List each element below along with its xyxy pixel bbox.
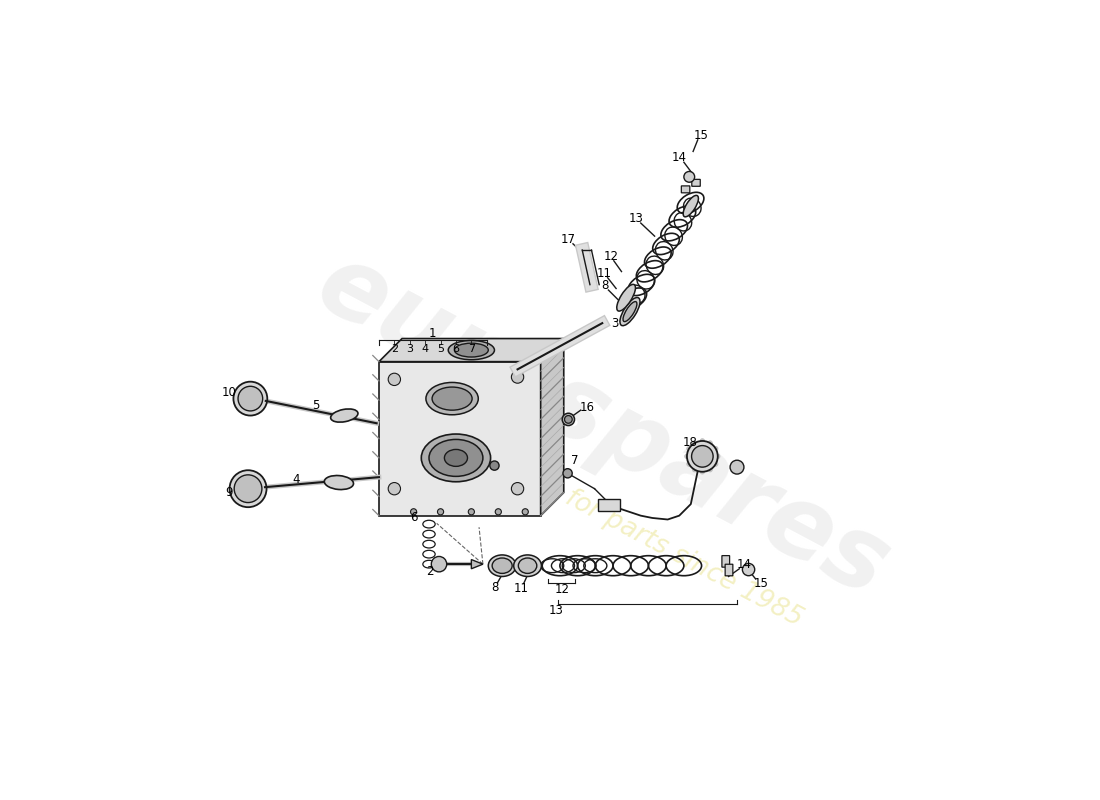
Polygon shape (378, 362, 541, 516)
Ellipse shape (426, 382, 478, 414)
Circle shape (730, 460, 744, 474)
Circle shape (469, 509, 474, 515)
Text: 4: 4 (421, 343, 429, 354)
Text: 1: 1 (429, 327, 437, 341)
Ellipse shape (449, 341, 495, 360)
Text: 13: 13 (549, 604, 563, 617)
Ellipse shape (518, 558, 537, 574)
Text: 14: 14 (672, 151, 686, 164)
Text: 7: 7 (571, 454, 579, 467)
Ellipse shape (492, 558, 513, 574)
Ellipse shape (432, 387, 472, 410)
Circle shape (512, 371, 524, 383)
Circle shape (715, 454, 720, 458)
Circle shape (700, 438, 705, 443)
FancyBboxPatch shape (722, 556, 729, 567)
Text: 6: 6 (410, 511, 417, 525)
Circle shape (522, 509, 528, 515)
Circle shape (707, 441, 713, 446)
Circle shape (692, 446, 713, 467)
Circle shape (684, 454, 690, 458)
Text: 3: 3 (610, 317, 618, 330)
Circle shape (684, 171, 695, 182)
Polygon shape (472, 559, 483, 569)
Text: 18: 18 (683, 436, 697, 449)
Circle shape (564, 415, 572, 423)
Circle shape (562, 414, 574, 426)
Text: 5: 5 (437, 343, 444, 354)
FancyBboxPatch shape (725, 564, 733, 576)
Circle shape (692, 441, 697, 446)
Circle shape (512, 482, 524, 495)
Polygon shape (541, 338, 563, 516)
Text: 17: 17 (561, 234, 576, 246)
Circle shape (742, 563, 755, 576)
FancyBboxPatch shape (598, 498, 620, 511)
Circle shape (438, 509, 443, 515)
Text: eurospares: eurospares (300, 236, 904, 618)
Ellipse shape (429, 439, 483, 476)
Circle shape (233, 382, 267, 415)
Circle shape (686, 441, 717, 472)
Circle shape (388, 373, 400, 386)
Text: 4: 4 (292, 473, 299, 486)
Circle shape (388, 482, 400, 495)
Text: 15: 15 (693, 129, 708, 142)
Text: 14: 14 (736, 558, 751, 571)
Text: 5: 5 (312, 399, 319, 412)
Circle shape (234, 475, 262, 502)
Text: 10: 10 (221, 386, 236, 399)
Circle shape (490, 461, 499, 470)
Text: 2: 2 (390, 343, 398, 354)
Text: 12: 12 (603, 250, 618, 262)
Text: 3: 3 (406, 343, 414, 354)
Ellipse shape (421, 434, 491, 482)
Circle shape (230, 470, 266, 507)
Text: 11: 11 (514, 582, 529, 594)
Text: 8: 8 (491, 581, 498, 594)
Text: 9: 9 (226, 486, 232, 499)
Ellipse shape (324, 475, 353, 490)
Text: 6: 6 (452, 343, 460, 354)
Ellipse shape (617, 284, 636, 311)
Text: 16: 16 (580, 401, 594, 414)
Ellipse shape (488, 555, 516, 577)
Circle shape (410, 509, 417, 515)
Ellipse shape (683, 195, 698, 217)
Polygon shape (378, 338, 563, 362)
Text: 2: 2 (426, 565, 433, 578)
Ellipse shape (444, 450, 468, 466)
Text: a passion for parts since 1985: a passion for parts since 1985 (443, 422, 807, 632)
Circle shape (714, 446, 718, 451)
Ellipse shape (454, 343, 488, 357)
FancyBboxPatch shape (681, 186, 690, 193)
Text: 13: 13 (629, 212, 644, 225)
Ellipse shape (331, 409, 358, 422)
Circle shape (495, 509, 502, 515)
Text: 15: 15 (754, 577, 768, 590)
Text: 12: 12 (554, 583, 570, 596)
FancyBboxPatch shape (692, 179, 701, 186)
Circle shape (714, 462, 718, 466)
Ellipse shape (623, 302, 637, 322)
Circle shape (563, 469, 572, 478)
Circle shape (238, 386, 263, 411)
Ellipse shape (514, 555, 541, 577)
Circle shape (707, 467, 713, 472)
Ellipse shape (620, 298, 640, 326)
Text: 8: 8 (601, 279, 608, 292)
Circle shape (700, 470, 705, 474)
Text: 7: 7 (468, 343, 475, 354)
Circle shape (692, 467, 697, 472)
Circle shape (686, 446, 691, 451)
Text: 11: 11 (597, 266, 612, 280)
Circle shape (431, 557, 447, 572)
Circle shape (686, 462, 691, 466)
